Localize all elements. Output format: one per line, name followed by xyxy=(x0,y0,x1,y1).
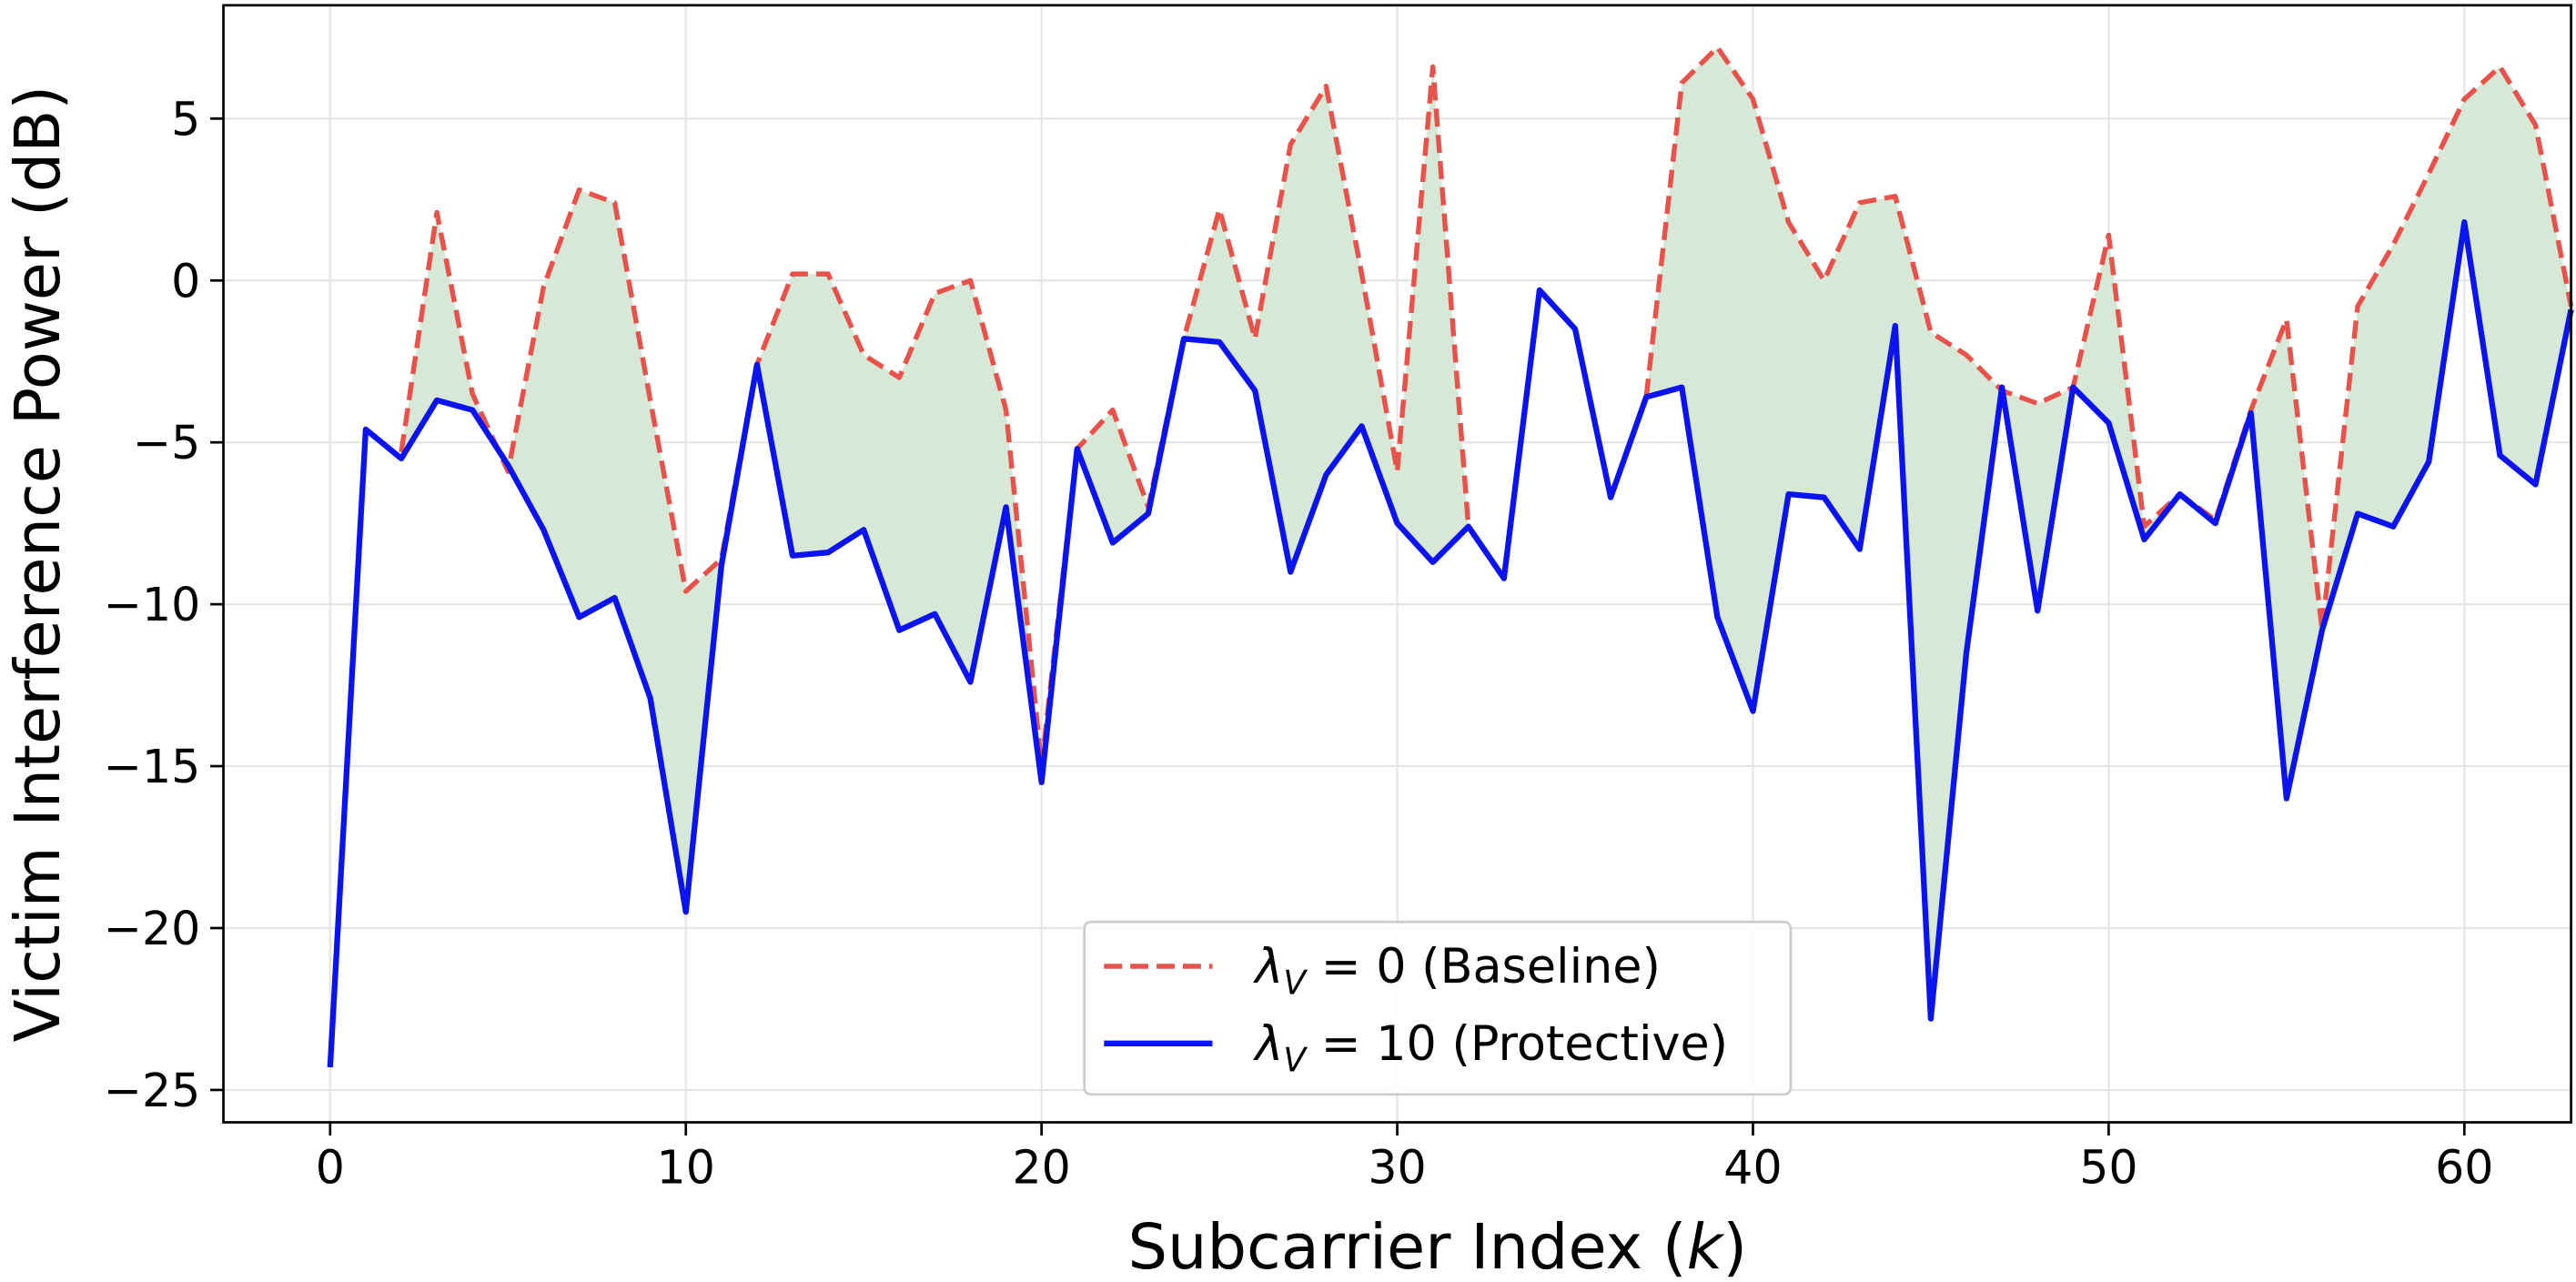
y-tick-label: −10 xyxy=(104,578,201,631)
protective-series-line xyxy=(327,219,2574,1068)
legend-baseline-label: λV = 0 (Baseline) xyxy=(1252,939,1661,1003)
legend: λV = 0 (Baseline) λV = 10 (Protective) xyxy=(1083,920,1793,1096)
legend-protective-label: λV = 10 (Protective) xyxy=(1252,1016,1728,1080)
y-tick-label: −25 xyxy=(104,1064,201,1117)
y-axis: 5 0 −5 −10 −15 −20 −25 xyxy=(104,92,224,1117)
x-tick-label: 10 xyxy=(657,1140,715,1194)
y-tick-label: 0 xyxy=(171,254,200,308)
fill-region xyxy=(2002,387,2074,611)
y-tick-label: −20 xyxy=(104,902,201,955)
x-tick-label: 50 xyxy=(2079,1140,2137,1194)
fill-region xyxy=(1076,338,1185,543)
fill-region xyxy=(1184,66,1469,572)
legend-box xyxy=(1083,920,1793,1096)
y-tick-label: −15 xyxy=(104,740,201,793)
fill-region xyxy=(2073,235,2180,540)
x-tick-label: 0 xyxy=(316,1140,345,1194)
plot-frame xyxy=(222,4,2572,1124)
series-lines xyxy=(327,45,2574,1068)
fill-region xyxy=(509,189,757,913)
x-tick-label: 40 xyxy=(1723,1140,1782,1194)
x-tick-label: 20 xyxy=(1012,1140,1070,1194)
fill-region xyxy=(2179,318,2322,799)
fill-region xyxy=(2321,66,2571,631)
x-axis: 0 10 20 30 40 50 60 xyxy=(316,1122,2493,1194)
fill-region xyxy=(756,274,1077,782)
y-tick-label: −5 xyxy=(133,416,201,469)
y-tick-label: 5 xyxy=(171,92,200,146)
fill-region xyxy=(1646,47,2002,1019)
x-tick-label: 30 xyxy=(1368,1140,1426,1194)
x-axis-title: Subcarrier Index (k) xyxy=(1127,1211,1747,1282)
y-axis-title: Victim Interference Power (dB) xyxy=(2,86,75,1043)
x-tick-label: 60 xyxy=(2435,1140,2493,1194)
difference-fill xyxy=(401,47,2571,1019)
